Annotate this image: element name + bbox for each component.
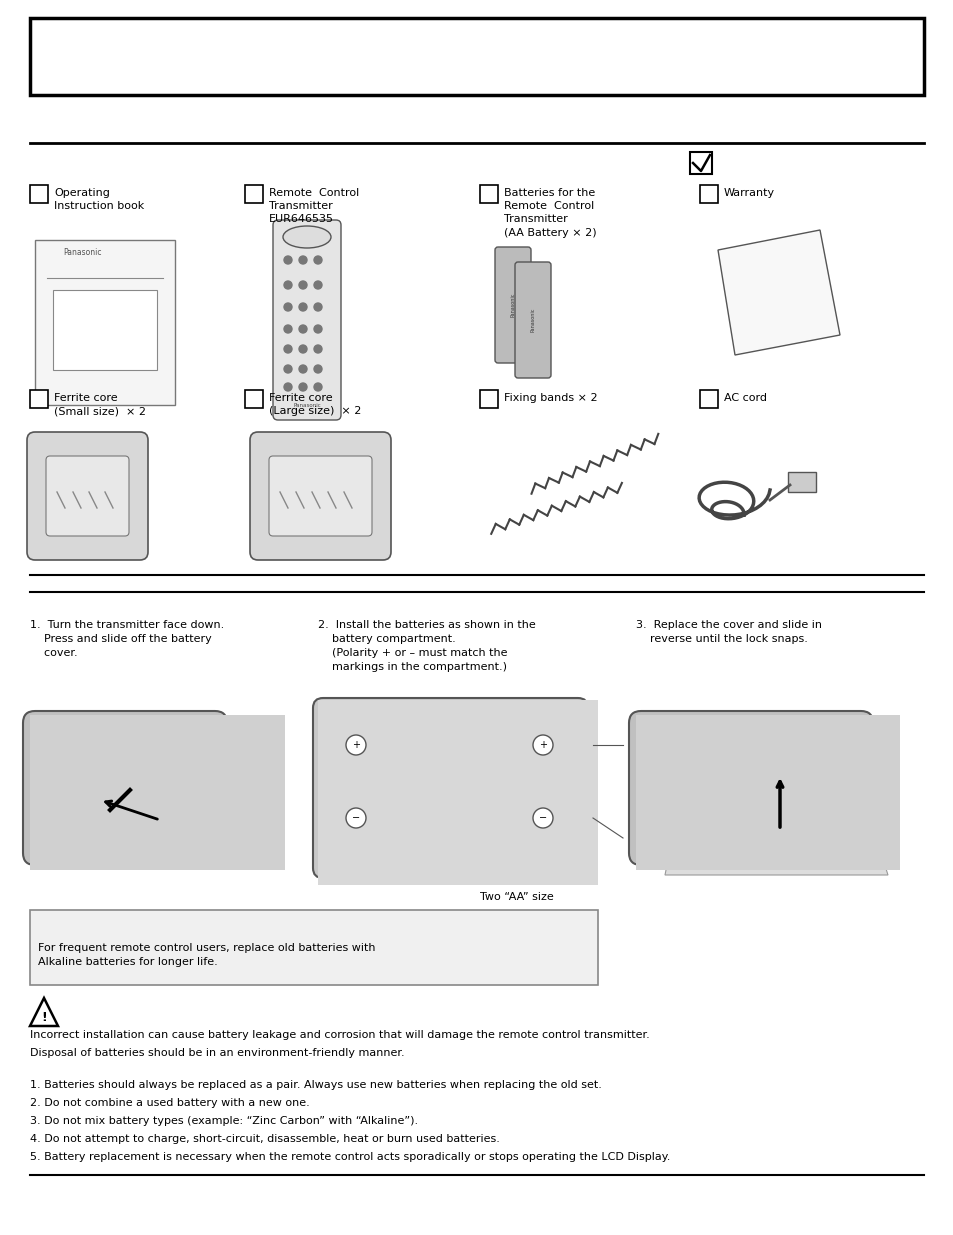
Bar xyxy=(317,700,598,885)
Circle shape xyxy=(298,345,307,353)
Circle shape xyxy=(346,735,366,755)
Polygon shape xyxy=(664,850,887,876)
Text: Panasonic: Panasonic xyxy=(510,293,515,317)
Text: 3.  Replace the cover and slide in
    reverse until the lock snaps.: 3. Replace the cover and slide in revers… xyxy=(636,620,821,643)
Text: Fixing bands × 2: Fixing bands × 2 xyxy=(503,393,597,403)
Polygon shape xyxy=(718,230,840,354)
Text: Operating
Instruction book: Operating Instruction book xyxy=(54,188,144,211)
Text: Disposal of batteries should be in an environment-friendly manner.: Disposal of batteries should be in an en… xyxy=(30,1049,404,1058)
Circle shape xyxy=(314,345,322,353)
Text: For frequent remote control users, replace old batteries with
Alkaline batteries: For frequent remote control users, repla… xyxy=(38,944,375,967)
Circle shape xyxy=(298,282,307,289)
FancyBboxPatch shape xyxy=(313,698,587,878)
Polygon shape xyxy=(160,769,254,820)
Circle shape xyxy=(298,256,307,264)
Bar xyxy=(30,715,285,869)
Text: Two “AA” size: Two “AA” size xyxy=(479,892,553,902)
Bar xyxy=(245,185,263,203)
Text: Ferrite core
(Large size)  × 2: Ferrite core (Large size) × 2 xyxy=(269,393,361,416)
Text: Batteries for the
Remote  Control
Transmitter
(AA Battery × 2): Batteries for the Remote Control Transmi… xyxy=(503,188,596,237)
Text: 3. Do not mix battery types (example: “Zinc Carbon” with “Alkaline”).: 3. Do not mix battery types (example: “Z… xyxy=(30,1116,417,1126)
Bar xyxy=(700,185,718,203)
FancyBboxPatch shape xyxy=(23,711,227,864)
FancyBboxPatch shape xyxy=(495,247,531,363)
Bar xyxy=(700,390,718,408)
Text: Remote  Control
Transmitter
EUR646535: Remote Control Transmitter EUR646535 xyxy=(269,188,359,225)
Text: Warranty: Warranty xyxy=(723,188,774,198)
Circle shape xyxy=(346,808,366,827)
Circle shape xyxy=(298,366,307,373)
Bar xyxy=(479,390,497,408)
Circle shape xyxy=(314,256,322,264)
Bar xyxy=(353,735,547,835)
Circle shape xyxy=(284,303,292,311)
Ellipse shape xyxy=(283,226,331,248)
Circle shape xyxy=(284,325,292,333)
Circle shape xyxy=(314,303,322,311)
Text: +: + xyxy=(538,740,546,750)
FancyBboxPatch shape xyxy=(46,456,129,536)
Bar xyxy=(787,472,815,492)
Bar xyxy=(30,910,598,986)
Text: −: − xyxy=(538,813,546,823)
Bar xyxy=(30,185,48,203)
FancyBboxPatch shape xyxy=(273,220,340,420)
Circle shape xyxy=(314,383,322,391)
Text: 1. Batteries should always be replaced as a pair. Always use new batteries when : 1. Batteries should always be replaced a… xyxy=(30,1079,601,1091)
Text: 4. Do not attempt to charge, short-circuit, disassemble, heat or burn used batte: 4. Do not attempt to charge, short-circu… xyxy=(30,1134,499,1144)
Circle shape xyxy=(298,303,307,311)
Text: 5. Battery replacement is necessary when the remote control acts sporadically or: 5. Battery replacement is necessary when… xyxy=(30,1152,670,1162)
Bar xyxy=(35,240,174,405)
Circle shape xyxy=(533,735,553,755)
Text: 1.  Turn the transmitter face down.
    Press and slide off the battery
    cove: 1. Turn the transmitter face down. Press… xyxy=(30,620,224,658)
Circle shape xyxy=(298,383,307,391)
Bar xyxy=(30,910,598,940)
Circle shape xyxy=(298,325,307,333)
Circle shape xyxy=(284,282,292,289)
Text: Panasonic: Panasonic xyxy=(530,308,535,332)
Circle shape xyxy=(314,366,322,373)
Text: −: − xyxy=(352,813,359,823)
FancyBboxPatch shape xyxy=(27,432,148,559)
Circle shape xyxy=(314,282,322,289)
Bar xyxy=(245,390,263,408)
Circle shape xyxy=(314,325,322,333)
FancyBboxPatch shape xyxy=(250,432,391,559)
Text: Panasonic: Panasonic xyxy=(63,248,101,257)
Bar xyxy=(689,152,711,174)
FancyBboxPatch shape xyxy=(515,262,551,378)
Polygon shape xyxy=(30,998,58,1026)
Text: Ferrite core
(Small size)  × 2: Ferrite core (Small size) × 2 xyxy=(54,393,146,416)
Text: !: ! xyxy=(41,1011,47,1024)
Text: Incorrect installation can cause battery leakage and corrosion that will damage : Incorrect installation can cause battery… xyxy=(30,1030,649,1040)
Text: 2. Do not combine a used battery with a new one.: 2. Do not combine a used battery with a … xyxy=(30,1098,310,1108)
Circle shape xyxy=(533,808,553,827)
Text: 2.  Install the batteries as shown in the
    battery compartment.
    (Polarity: 2. Install the batteries as shown in the… xyxy=(317,620,536,672)
Text: AC cord: AC cord xyxy=(723,393,766,403)
Bar xyxy=(30,19,923,95)
Circle shape xyxy=(284,383,292,391)
Circle shape xyxy=(284,366,292,373)
Bar xyxy=(479,185,497,203)
FancyBboxPatch shape xyxy=(628,711,872,864)
Circle shape xyxy=(284,345,292,353)
Bar xyxy=(30,390,48,408)
FancyBboxPatch shape xyxy=(269,456,372,536)
Bar xyxy=(636,715,899,869)
Circle shape xyxy=(284,256,292,264)
Text: Panasonic: Panasonic xyxy=(293,403,320,408)
Text: +: + xyxy=(352,740,359,750)
Bar xyxy=(53,290,157,370)
